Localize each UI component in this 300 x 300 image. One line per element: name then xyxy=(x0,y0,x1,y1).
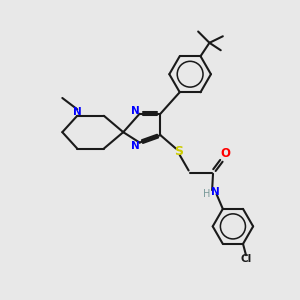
Text: N: N xyxy=(131,140,140,151)
Text: Cl: Cl xyxy=(241,254,252,264)
Text: O: O xyxy=(220,147,230,160)
Text: N: N xyxy=(211,187,220,197)
Text: S: S xyxy=(174,145,183,158)
Text: N: N xyxy=(131,106,140,116)
Text: H: H xyxy=(203,189,211,199)
Text: N: N xyxy=(73,107,82,117)
